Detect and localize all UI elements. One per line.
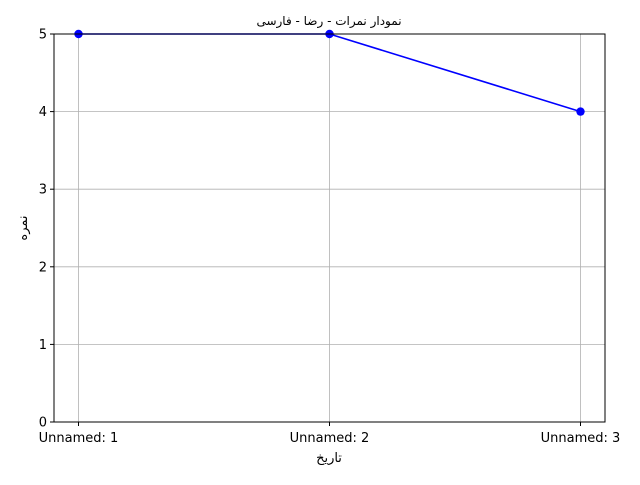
- grid-layer: [54, 33, 605, 423]
- x-axis: Unnamed: 1 Unnamed: 2 Unnamed: 3: [39, 422, 621, 446]
- y-tick-label: 5: [39, 28, 47, 43]
- x-tick-label: Unnamed: 2: [290, 431, 370, 446]
- y-tick-label: 1: [39, 338, 47, 353]
- y-tick-label: 3: [39, 183, 47, 198]
- y-axis-label: نمره: [16, 215, 31, 240]
- x-tick-label: Unnamed: 1: [39, 431, 119, 446]
- chart-title: نمودار نمرات - رضا - فارسی: [256, 14, 401, 29]
- y-tick-label: 0: [39, 416, 47, 431]
- x-tick-label: Unnamed: 3: [541, 431, 621, 446]
- y-tick-label: 2: [39, 260, 47, 275]
- data-point: [576, 107, 585, 116]
- x-axis-label: تاریخ: [316, 451, 342, 466]
- y-axis: 0 1 2 3 4 5: [39, 28, 54, 431]
- y-tick-label: 4: [39, 105, 47, 120]
